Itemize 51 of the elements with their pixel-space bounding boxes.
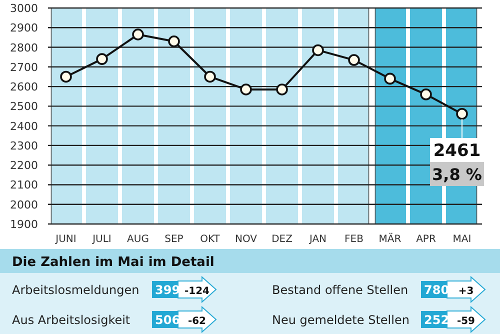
text: -62 — [188, 316, 206, 327]
y-tick-label: 2300 — [10, 139, 38, 152]
point — [456, 108, 468, 120]
point — [60, 70, 72, 83]
point — [420, 88, 432, 100]
x-tick-label: SEP — [164, 234, 184, 245]
point — [348, 54, 360, 66]
y-tick-label: 1900 — [10, 218, 38, 231]
point — [312, 44, 324, 56]
y-tick-label: 2200 — [10, 159, 38, 172]
x-tick-label: APR — [416, 234, 436, 245]
text: Neu gemeldete Stellen — [272, 313, 410, 327]
text: 506 — [155, 313, 180, 327]
text: Arbeitslosmeldungen — [12, 283, 140, 297]
x-tick-label: FEB — [344, 234, 364, 245]
x-tick-label: NOV — [234, 234, 258, 245]
text: -124 — [184, 286, 210, 297]
y-tick-label: 2700 — [10, 60, 38, 74]
x-tick-label: MAI — [452, 234, 472, 245]
x-tick-label: JULI — [92, 234, 112, 245]
text: +3 — [458, 286, 474, 297]
x-tick-label: DEZ — [272, 234, 293, 245]
annotation: 3,8 % — [432, 165, 482, 184]
point — [384, 72, 396, 85]
text: Bestand offene Stellen — [272, 283, 408, 297]
x-tick-label: MÄR — [378, 232, 402, 245]
y-tick-label: 2800 — [10, 41, 38, 54]
point — [168, 35, 180, 48]
text: -59 — [456, 316, 476, 327]
x-tick-label: OKT — [200, 234, 221, 245]
text: 780 — [424, 283, 450, 297]
y-tick-label: 2500 — [10, 100, 38, 114]
text: 252 — [424, 313, 450, 327]
point — [204, 70, 216, 83]
text: Aus Arbeitslosigkeit — [12, 313, 130, 327]
point — [240, 84, 252, 96]
y-tick-label: 2600 — [10, 80, 38, 94]
data-label: 2461 — [433, 141, 481, 161]
y-tick-label: 2400 — [10, 120, 38, 133]
x-tick-label: AUG — [127, 234, 149, 245]
point — [96, 53, 108, 65]
x-tick-label: JAN — [308, 234, 327, 245]
point — [276, 84, 288, 96]
y-tick-label: 3000 — [10, 2, 38, 15]
x-tick-label: JUNI — [54, 234, 76, 245]
y-tick-label: 2900 — [10, 22, 38, 35]
point — [132, 28, 144, 40]
text: 399 — [155, 283, 180, 297]
y-tick-label: 2100 — [10, 178, 38, 192]
text: Die Zahlen im Mai im Detail — [12, 255, 214, 270]
y-tick-label: 2000 — [10, 198, 38, 212]
